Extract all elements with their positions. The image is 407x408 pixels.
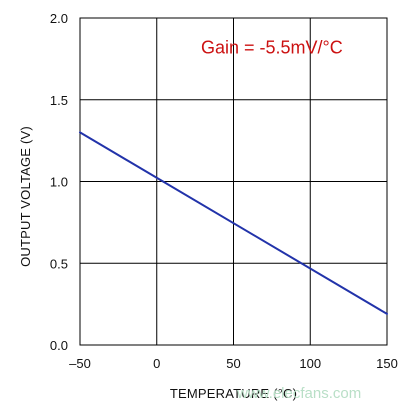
grid-lines <box>80 18 387 345</box>
x-tick-label: 100 <box>299 356 321 371</box>
x-tick-label: 150 <box>376 356 398 371</box>
y-tick-label: 1.5 <box>50 93 68 108</box>
x-tick-label: 0 <box>153 356 160 371</box>
x-axis-title: TEMPERATURE (°C) <box>170 386 297 401</box>
series-layer <box>79 131 388 315</box>
x-tick-label: –50 <box>69 356 91 371</box>
x-tick-label: 50 <box>226 356 240 371</box>
gain-annotation: Gain = -5.5mV/°C <box>201 37 343 57</box>
y-tick-label: 0.0 <box>50 338 68 353</box>
y-tick-label: 1.0 <box>50 175 68 190</box>
y-axis-title: OUTPUT VOLTAGE (V) <box>18 126 33 267</box>
series-line-0 <box>79 131 388 315</box>
y-tick-label: 0.5 <box>50 256 68 271</box>
y-tick-label: 2.0 <box>50 11 68 26</box>
plot-frame <box>79 17 388 346</box>
watermark: www.elecfans.com <box>236 385 361 402</box>
tick-labels: 0.0 0.5 1.0 1.5 2.0 –50 0 50 100 150 <box>50 11 398 371</box>
